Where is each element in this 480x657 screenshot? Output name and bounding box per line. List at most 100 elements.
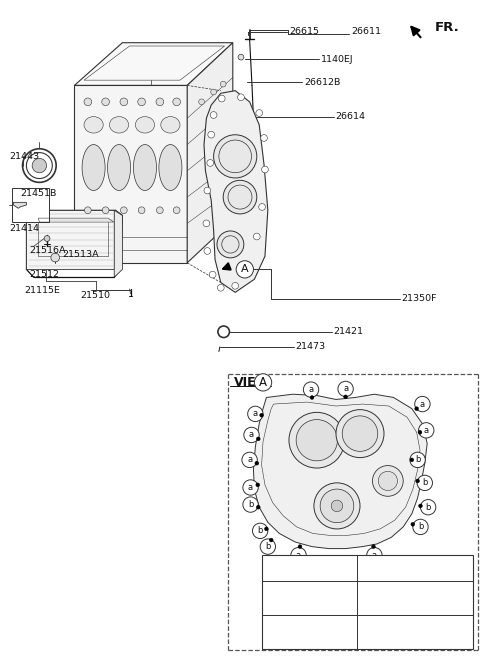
Circle shape [217,231,244,258]
Circle shape [248,406,263,422]
Circle shape [244,262,251,269]
Circle shape [232,283,239,289]
Text: 21516A: 21516A [29,246,65,256]
Text: 21512: 21512 [29,270,59,279]
Circle shape [256,110,263,116]
Circle shape [410,452,425,468]
Circle shape [242,452,257,468]
Text: 26612B: 26612B [304,78,341,87]
Circle shape [331,500,343,512]
Text: a: a [372,551,377,560]
Circle shape [291,547,306,563]
Polygon shape [204,91,268,292]
Polygon shape [253,394,427,549]
Circle shape [220,81,226,87]
Text: a: a [309,385,313,394]
Circle shape [156,98,164,106]
Circle shape [255,461,259,465]
Text: a: a [420,399,425,409]
Circle shape [372,466,403,496]
Circle shape [314,483,360,529]
Circle shape [411,522,415,526]
Ellipse shape [108,145,131,191]
Circle shape [372,545,375,549]
Text: 21513A: 21513A [62,250,99,260]
Circle shape [238,55,244,60]
Polygon shape [26,210,122,215]
Text: VIEW: VIEW [234,376,271,389]
Circle shape [243,497,258,512]
Circle shape [84,98,92,106]
Text: 26615: 26615 [289,27,319,36]
Circle shape [298,545,302,549]
Circle shape [156,207,163,214]
Circle shape [260,539,276,555]
Circle shape [102,207,109,214]
Ellipse shape [109,117,129,133]
Text: b: b [306,627,312,637]
Circle shape [138,98,145,106]
Circle shape [419,504,422,508]
Text: 21473: 21473 [295,342,325,351]
Circle shape [244,427,259,443]
Text: a: a [248,483,253,492]
Text: 21414: 21414 [10,224,39,233]
Circle shape [260,413,264,417]
Text: FR.: FR. [434,21,459,34]
Circle shape [342,416,378,451]
Circle shape [338,381,353,397]
Circle shape [419,422,434,438]
Circle shape [261,135,267,141]
Circle shape [211,89,216,95]
Circle shape [256,505,260,509]
Polygon shape [74,85,187,263]
Text: 1140ER: 1140ER [396,627,433,637]
Circle shape [264,527,268,531]
Circle shape [102,98,109,106]
Circle shape [223,180,257,214]
Circle shape [243,480,258,495]
Circle shape [44,236,50,241]
Circle shape [138,207,145,214]
Circle shape [300,590,318,607]
Text: 1140GD: 1140GD [395,593,434,603]
Circle shape [296,420,337,461]
Circle shape [378,471,397,491]
Circle shape [256,437,260,441]
Circle shape [214,135,257,178]
Circle shape [415,396,430,412]
Ellipse shape [133,145,156,191]
Text: b: b [257,526,263,535]
Circle shape [252,523,268,539]
Circle shape [210,112,217,118]
Circle shape [415,407,419,411]
Circle shape [256,483,260,487]
Polygon shape [13,202,26,208]
Text: b: b [265,542,271,551]
Circle shape [208,131,215,138]
Ellipse shape [84,117,103,133]
Circle shape [413,519,428,535]
Text: A: A [259,376,267,389]
Circle shape [303,382,319,397]
Text: 21421: 21421 [334,327,364,336]
Text: 21443: 21443 [10,152,40,161]
Text: SYMBOL: SYMBOL [288,564,330,573]
Ellipse shape [159,145,182,191]
Ellipse shape [82,145,105,191]
Circle shape [209,271,216,278]
Circle shape [236,261,253,278]
Circle shape [262,166,268,173]
Text: A: A [241,264,249,275]
Circle shape [417,475,432,491]
Circle shape [310,396,314,399]
Polygon shape [26,210,114,269]
Circle shape [253,233,260,240]
Circle shape [120,207,127,214]
Circle shape [120,98,128,106]
Circle shape [204,187,211,194]
Text: 21350F: 21350F [401,294,436,304]
Ellipse shape [135,117,155,133]
Circle shape [173,98,180,106]
Text: 26614: 26614 [335,112,365,122]
